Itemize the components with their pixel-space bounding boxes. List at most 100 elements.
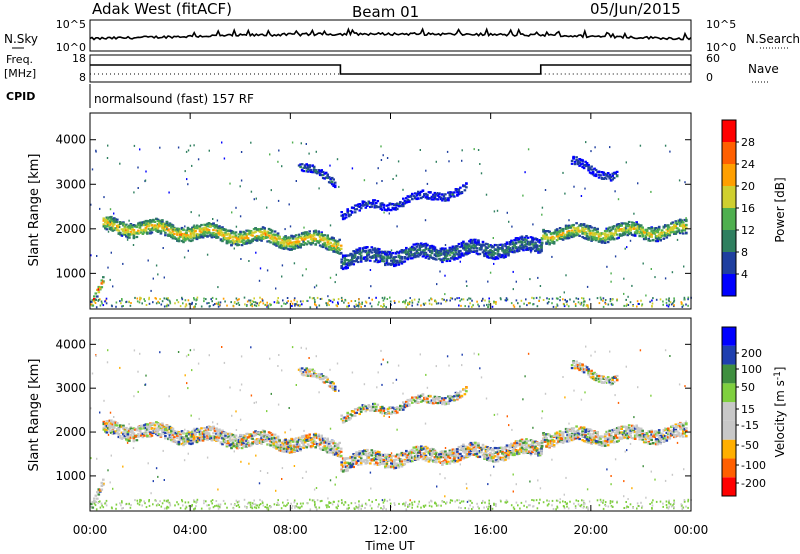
- power-cell: [281, 264, 284, 267]
- power-cell: [240, 244, 244, 247]
- power-cell: [403, 199, 407, 202]
- velocity-cell: [237, 439, 241, 442]
- power-cell: [538, 300, 540, 302]
- power-cell: [385, 209, 389, 212]
- power-cell: [439, 247, 443, 250]
- power-cell: [647, 227, 650, 230]
- velocity-cell: [161, 422, 164, 425]
- power-cell: [104, 219, 107, 222]
- power-cell: [258, 228, 262, 231]
- velocity-cell: [215, 439, 218, 442]
- power-cell: [107, 144, 109, 147]
- velocity-cell: [221, 443, 224, 446]
- velocity-cell: [149, 424, 152, 427]
- power-cell: [184, 299, 187, 302]
- velocity-cell: [171, 440, 175, 443]
- power-cell: [146, 225, 149, 228]
- velocity-cell: [159, 433, 163, 436]
- power-cell: [366, 246, 369, 249]
- power-cell: [156, 219, 160, 223]
- power-cell: [249, 301, 252, 304]
- power-cell: [207, 222, 211, 225]
- power-cell: [288, 241, 292, 245]
- velocity-cell: [158, 423, 161, 426]
- power-cell: [264, 303, 266, 306]
- power-cell: [460, 191, 464, 194]
- power-cell: [408, 248, 411, 251]
- power-cell: [275, 238, 278, 241]
- power-cell: [204, 231, 208, 234]
- power-cell: [183, 232, 187, 235]
- velocity-cell: [239, 436, 242, 439]
- velocity-cell: [288, 451, 292, 454]
- velocity-cell: [275, 447, 278, 450]
- power-cell: [294, 303, 296, 306]
- power-cell: [395, 174, 398, 177]
- power-cell: [531, 296, 533, 299]
- power-cell: [517, 249, 521, 252]
- power-cell: [227, 229, 230, 232]
- power-cell: [432, 195, 435, 198]
- velocity-cell: [227, 442, 230, 445]
- power-cell: [611, 174, 614, 177]
- power-cell: [501, 248, 504, 251]
- power-cell: [552, 305, 555, 308]
- noise-sky-line: [89, 27, 692, 41]
- power-cell: [120, 228, 124, 231]
- velocity-cell: [336, 447, 340, 450]
- power-cell: [423, 193, 426, 196]
- power-cell: [405, 252, 408, 255]
- power-cell: [236, 240, 239, 243]
- velocity-cell: [290, 446, 293, 449]
- power-cell: [411, 192, 414, 195]
- power-cell: [246, 241, 250, 244]
- power-cell: [435, 258, 438, 261]
- power-cell: [576, 228, 580, 231]
- power-cell: [382, 303, 385, 305]
- power-cell: [667, 305, 670, 308]
- power-cell: [327, 302, 329, 305]
- velocity-cell: [237, 440, 241, 443]
- velocity-cell: [281, 447, 284, 451]
- velocity-cell: [155, 429, 158, 432]
- power-cell: [336, 242, 340, 245]
- power-cell: [475, 242, 479, 245]
- power-cell: [659, 236, 662, 239]
- power-cell: [530, 251, 532, 254]
- power-cell: [415, 252, 419, 255]
- power-cell: [650, 190, 652, 193]
- velocity-cell: [318, 442, 322, 445]
- power-cell: [456, 247, 459, 250]
- power-cell: [424, 242, 428, 245]
- power-cell: [493, 257, 497, 261]
- velocity-cell: [263, 430, 266, 433]
- power-cell: [293, 240, 296, 244]
- power-cell: [341, 216, 345, 219]
- power-cell: [339, 251, 343, 255]
- power-cell: [312, 230, 316, 233]
- power-cell: [194, 226, 197, 229]
- power-cell: [430, 195, 434, 198]
- velocity-cell: [210, 436, 214, 440]
- power-cell: [137, 166, 139, 169]
- power-cell: [620, 229, 623, 232]
- power-cell: [420, 242, 423, 245]
- power-cell: [123, 230, 127, 233]
- power-cell: [373, 256, 377, 259]
- power-cell: [135, 232, 139, 235]
- power-cell: [621, 228, 625, 231]
- power-cell: [104, 300, 106, 303]
- velocity-cell: [263, 435, 266, 438]
- velocity-cell: [215, 436, 218, 439]
- power-cell: [301, 303, 303, 306]
- velocity-cell: [171, 428, 175, 431]
- power-cell: [152, 225, 155, 228]
- velocity-cell: [140, 432, 143, 435]
- power-cell: [149, 220, 152, 223]
- power-cell: [102, 217, 106, 220]
- power-cell: [282, 244, 286, 247]
- power-cell: [585, 237, 589, 241]
- power-cell: [152, 277, 154, 280]
- power-cell: [551, 235, 554, 238]
- power-cell: [597, 240, 601, 243]
